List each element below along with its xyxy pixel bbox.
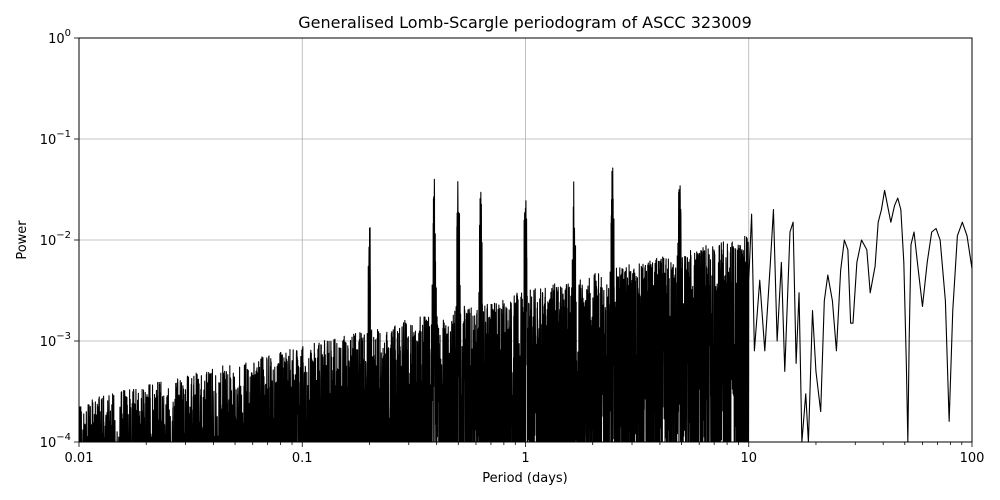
chart-title: Generalised Lomb-Scargle periodogram of … [298, 13, 752, 32]
x-tick-label: 100 [960, 451, 985, 466]
x-tick-label: 10 [740, 451, 757, 466]
periodogram-line [79, 167, 972, 442]
x-tick-label: 0.01 [65, 451, 94, 466]
y-tick-label: 10−3 [40, 331, 71, 350]
x-tick-label: 1 [521, 451, 529, 466]
y-tick-label: 100 [48, 28, 71, 47]
series-line [79, 167, 972, 442]
y-axis-label: Power [15, 220, 30, 260]
y-tick-label: 10−4 [40, 432, 71, 451]
x-axis-label: Period (days) [482, 471, 568, 486]
y-tick-label: 10−1 [40, 129, 71, 148]
x-tick-label: 0.1 [292, 451, 313, 466]
axis-ticks: 0.01 0.1 1 10 100 10−4 10−3 10−2 10−1 100 [40, 28, 985, 466]
y-tick-label: 10−2 [40, 230, 71, 249]
